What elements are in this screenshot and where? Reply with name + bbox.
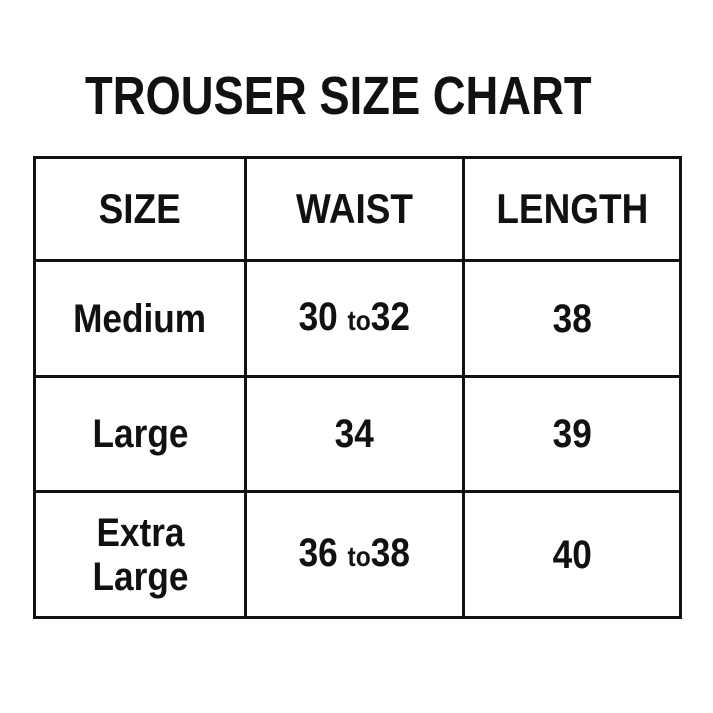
length-cell: 38 (462, 259, 682, 378)
header-length: LENGTH (462, 156, 682, 262)
waist-cell: 34 (244, 375, 465, 493)
size-cell: Extra Large (33, 490, 247, 619)
size-chart-table: SIZE WAIST LENGTH Medium 30 to32 38 Larg… (33, 156, 682, 619)
header-label: WAIST (295, 185, 414, 232)
length-value: 40 (552, 532, 592, 577)
length-cell: 39 (462, 375, 682, 493)
waist-value: 36 to38 (299, 531, 410, 579)
waist-from: 36 (298, 530, 338, 575)
length-value: 38 (552, 296, 592, 341)
size-value: Extra Large (92, 511, 188, 599)
size-value: Medium (73, 296, 207, 341)
waist-from: 30 (298, 294, 338, 339)
size-value: Large (92, 412, 188, 456)
waist-cell: 36 to38 (244, 490, 465, 619)
length-value: 39 (552, 412, 592, 456)
waist-value: 30 to32 (299, 295, 410, 343)
waist-sep: to (347, 540, 372, 572)
length-cell: 40 (462, 490, 682, 619)
waist-sep: to (347, 304, 372, 336)
size-cell: Large (33, 375, 247, 493)
waist-to: 32 (371, 294, 411, 339)
size-line: Large (92, 554, 188, 599)
header-waist: WAIST (244, 156, 465, 262)
size-cell: Medium (33, 259, 247, 378)
waist-cell: 30 to32 (244, 259, 465, 378)
header-size: SIZE (33, 156, 247, 262)
waist-value: 34 (334, 412, 375, 456)
table-row: Large 34 39 (33, 375, 682, 493)
header-label: LENGTH (496, 185, 648, 232)
page-title: TROUSER SIZE CHART (85, 66, 592, 126)
size-line: Extra (95, 510, 185, 555)
header-label: SIZE (98, 185, 182, 232)
table-row: Medium 30 to32 38 (33, 259, 682, 378)
waist-to: 38 (371, 530, 411, 575)
header-row: SIZE WAIST LENGTH (33, 156, 682, 262)
table-row: Extra Large 36 to38 40 (33, 490, 682, 619)
